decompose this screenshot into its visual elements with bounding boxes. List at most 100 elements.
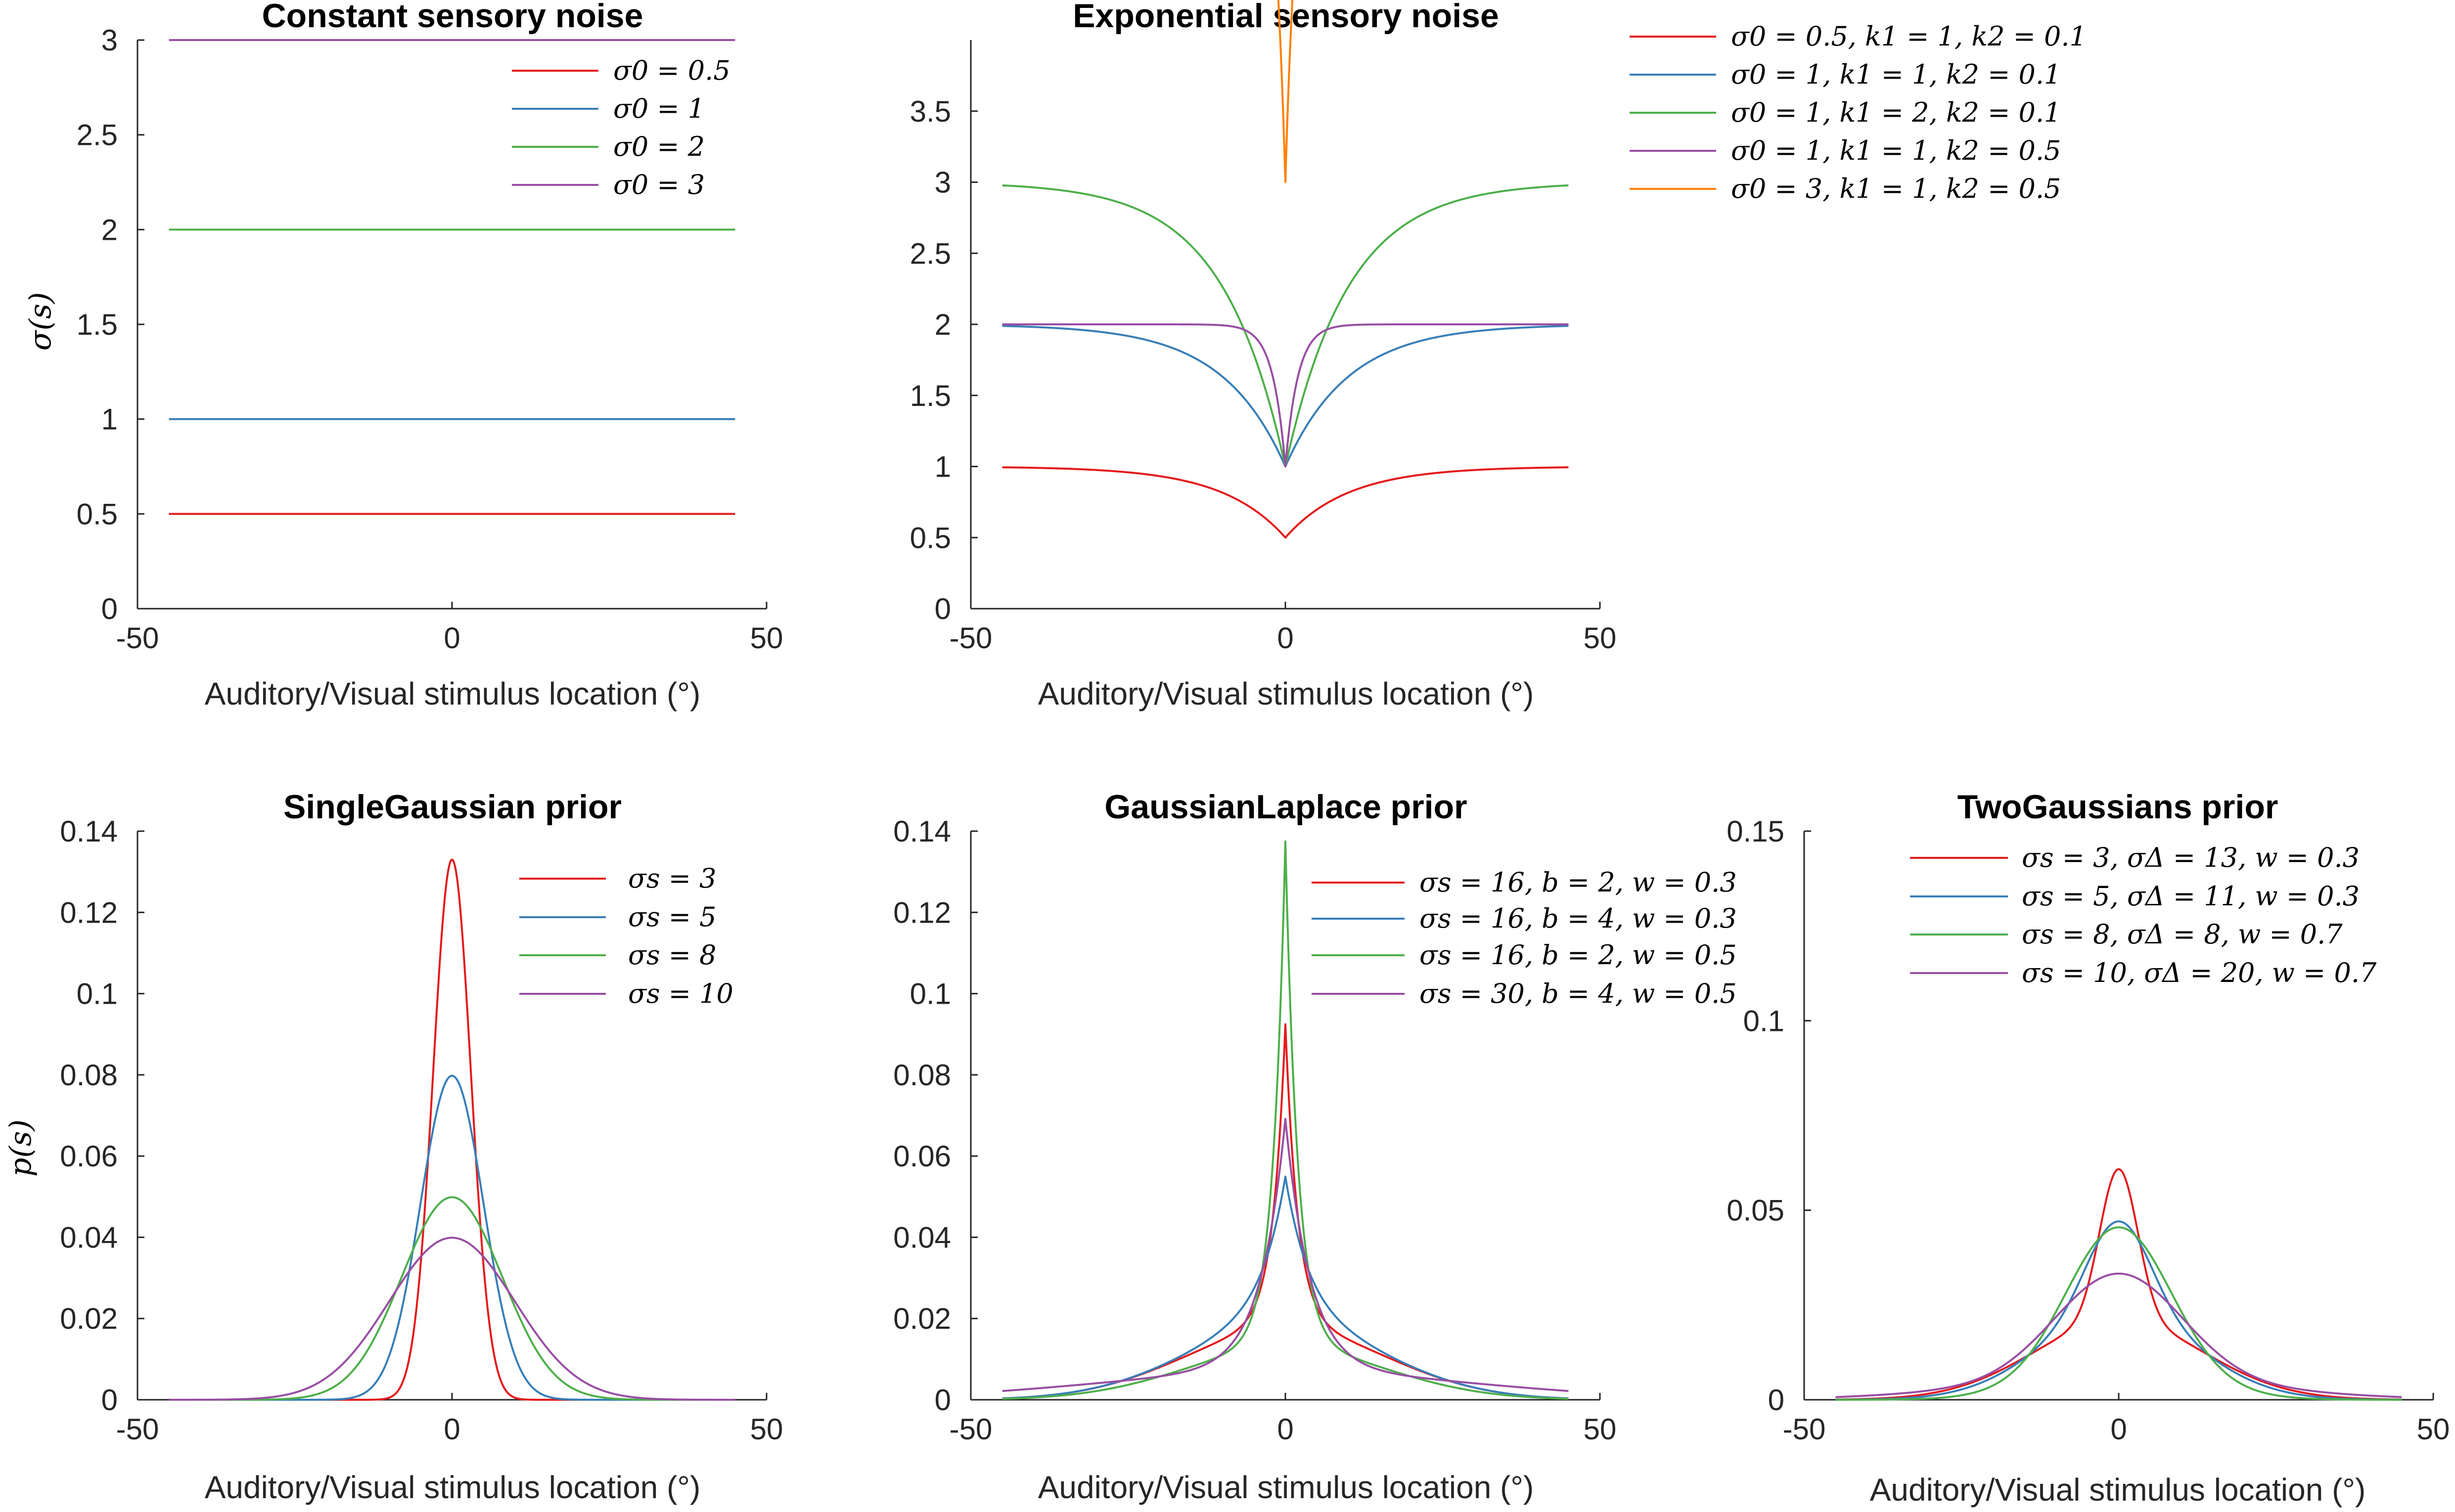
p5-legend-label-1: σs = 5, σΔ = 11, w = 0.3	[2022, 881, 2360, 912]
p1-x-tick-label: 0	[444, 622, 460, 655]
p2-legend: σ0 = 0.5, k1 = 1, k2 = 0.1 σ0 = 1, k1 = …	[1630, 21, 2087, 204]
p2-y-tick-label: 0.5	[910, 521, 951, 554]
p4-y-tick-label: 0.06	[893, 1140, 951, 1173]
p2-y-tick-label: 3.5	[910, 95, 951, 128]
p5-legend-label-0: σs = 3, σΔ = 13, w = 0.3	[2022, 842, 2360, 873]
p2-x-tick-label: 50	[1584, 622, 1617, 655]
p2-legend-label-0: σ0 = 0.5, k1 = 1, k2 = 0.1	[1731, 21, 2087, 52]
p2-series-line-3	[1001, 323, 1569, 468]
p2-title: Exponential sensory noise	[1073, 0, 1499, 35]
p5-y-tick-label: 0.1	[1743, 1004, 1784, 1037]
p4-y-tick-label: 0.08	[893, 1059, 951, 1092]
panel-two-gaussians: TwoGaussians prior Auditory/Visual stimu…	[1870, 788, 2377, 1508]
p2-xlabel: Auditory/Visual stimulus location (°)	[1038, 676, 1534, 712]
p4-y-tick-label: 0.02	[893, 1302, 951, 1335]
p5-legend: σs = 3, σΔ = 13, w = 0.3 σs = 5, σΔ = 11…	[1910, 842, 2377, 988]
p3-title: SingleGaussian prior	[283, 788, 622, 826]
p4-y-tick-label: 0.1	[910, 978, 951, 1011]
p5-x-tick-label: -50	[1783, 1413, 1826, 1446]
p4-series-line-2	[1001, 840, 1569, 1400]
p3-legend-label-3: σs = 10	[628, 978, 733, 1009]
p1-y-tick-label: 2	[101, 213, 118, 246]
p3-series-line-3	[168, 1237, 736, 1401]
p1-x-tick-label: -50	[116, 622, 159, 655]
p2-x-tick-label: 0	[1277, 622, 1293, 655]
p1-xlabel: Auditory/Visual stimulus location (°)	[205, 676, 701, 712]
p5-x-tick-label: 0	[2110, 1413, 2127, 1446]
p5-legend-label-3: σs = 10, σΔ = 20, w = 0.7	[2022, 957, 2377, 988]
p3-legend-label-2: σs = 8	[628, 939, 717, 971]
p4-series-line-1	[1001, 1175, 1569, 1400]
p1-legend-label-2: σ0 = 2	[613, 131, 705, 162]
p4-legend-label-1: σs = 16, b = 4, w = 0.3	[1419, 903, 1737, 934]
p1-y-tick-label: 0.5	[77, 497, 118, 531]
p1-y-tick-label: 3	[101, 24, 118, 57]
p3-y-tick-label: 0.04	[60, 1221, 118, 1254]
p4-legend: σs = 16, b = 2, w = 0.3 σs = 16, b = 4, …	[1312, 867, 1737, 1009]
p4-y-tick-label: 0.14	[893, 815, 951, 848]
p3-y-tick-label: 0	[101, 1383, 118, 1417]
p4-legend-label-2: σs = 16, b = 2, w = 0.5	[1419, 939, 1737, 971]
p2-legend-label-1: σ0 = 1, k1 = 1, k2 = 0.1	[1731, 59, 2061, 90]
p2-y-tick-label: 1	[935, 450, 951, 484]
p3-legend: σs = 3 σs = 5 σs = 8 σs = 10	[519, 863, 733, 1009]
p4-x-tick-label: 50	[1584, 1413, 1617, 1446]
p5-title: TwoGaussians prior	[1957, 788, 2278, 826]
p3-y-tick-label: 0.14	[60, 815, 118, 848]
p2-y-tick-label: 0	[935, 592, 951, 625]
p2-y-tick-label: 1.5	[910, 379, 951, 412]
p2-series-line-2	[1001, 184, 1569, 468]
p1-ylabel: σ(s)	[23, 292, 58, 351]
p5-series-line-2	[1835, 1226, 2403, 1401]
p5-y-tick-label: 0.15	[1727, 815, 1784, 848]
p3-y-tick-label: 0.1	[77, 978, 118, 1011]
p1-legend: σ0 = 0.5 σ0 = 1 σ0 = 2 σ0 = 3	[512, 55, 730, 200]
panel-single-gaussian: SingleGaussian prior p(s) Auditory/Visua…	[3, 788, 733, 1505]
p4-series-line-3	[1001, 1117, 1569, 1392]
p1-legend-label-1: σ0 = 1	[613, 93, 705, 124]
p2-series-line-4	[1277, 0, 1294, 183]
panel-constant-noise: Constant sensory noise σ(s) Auditory/Vis…	[23, 0, 730, 712]
p3-x-tick-label: 50	[750, 1413, 783, 1446]
p2-legend-label-4: σ0 = 3, k1 = 1, k2 = 0.5	[1731, 173, 2061, 204]
p5-y-tick-label: 0.05	[1727, 1194, 1784, 1227]
p3-y-tick-label: 0.12	[60, 896, 118, 929]
p4-legend-label-3: σs = 30, b = 4, w = 0.5	[1419, 978, 1737, 1009]
p1-legend-label-0: σ0 = 0.5	[613, 55, 730, 86]
p2-x-tick-label: -50	[950, 622, 993, 655]
p3-legend-label-1: σs = 5	[628, 901, 717, 933]
p3-y-tick-label: 0.06	[60, 1140, 118, 1173]
p1-legend-label-3: σ0 = 3	[613, 169, 705, 200]
p3-x-tick-label: 0	[444, 1413, 460, 1446]
p1-title: Constant sensory noise	[262, 0, 643, 35]
p1-y-tick-label: 1.5	[77, 308, 118, 341]
p1-x-tick-label: 50	[750, 622, 783, 655]
p3-series-line-2	[168, 1196, 736, 1401]
p3-xlabel: Auditory/Visual stimulus location (°)	[205, 1469, 701, 1505]
p1-y-tick-label: 1	[101, 403, 118, 436]
p4-y-tick-label: 0.12	[893, 896, 951, 929]
p5-y-tick-label: 0	[1768, 1383, 1784, 1417]
p4-title: GaussianLaplace prior	[1104, 788, 1467, 826]
p5-x-tick-label: 50	[2417, 1413, 2450, 1446]
p2-legend-label-3: σ0 = 1, k1 = 1, k2 = 0.5	[1731, 135, 2061, 166]
p3-y-tick-label: 0.02	[60, 1302, 118, 1335]
p3-ylabel: p(s)	[3, 1119, 38, 1177]
p2-series-line-0	[1001, 466, 1569, 539]
p2-y-tick-label: 2.5	[910, 237, 951, 270]
p4-y-tick-label: 0	[935, 1383, 951, 1417]
p1-y-tick-label: 0	[101, 592, 118, 625]
p4-x-tick-label: -50	[950, 1413, 993, 1446]
p4-legend-label-0: σs = 16, b = 2, w = 0.3	[1419, 867, 1737, 898]
p2-series-line-1	[1001, 325, 1569, 468]
p4-y-tick-label: 0.04	[893, 1221, 951, 1254]
p3-x-tick-label: -50	[116, 1413, 159, 1446]
p4-xlabel: Auditory/Visual stimulus location (°)	[1038, 1469, 1534, 1505]
p4-series-line-0	[1001, 1023, 1569, 1400]
p3-legend-label-0: σs = 3	[628, 863, 717, 894]
panel-gaussian-laplace: GaussianLaplace prior Auditory/Visual st…	[1038, 788, 1737, 1505]
p2-legend-label-2: σ0 = 1, k1 = 2, k2 = 0.1	[1731, 97, 2061, 128]
p5-legend-label-2: σs = 8, σΔ = 8, w = 0.7	[2022, 919, 2343, 950]
